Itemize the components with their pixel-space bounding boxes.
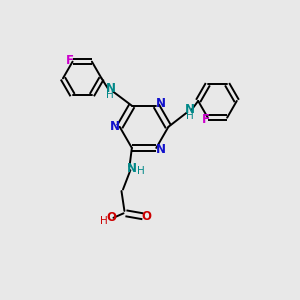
Text: F: F [66,54,74,67]
Text: F: F [202,113,210,126]
Text: N: N [155,98,165,110]
Text: H: H [137,166,145,176]
Text: N: N [155,143,165,156]
Text: O: O [142,210,152,223]
Text: N: N [127,162,137,175]
Text: O: O [106,211,116,224]
Text: N: N [106,82,116,95]
Text: H: H [106,90,113,100]
Text: N: N [185,103,195,116]
Text: N: N [110,120,120,133]
Text: H: H [100,216,107,226]
Text: H: H [186,111,194,121]
